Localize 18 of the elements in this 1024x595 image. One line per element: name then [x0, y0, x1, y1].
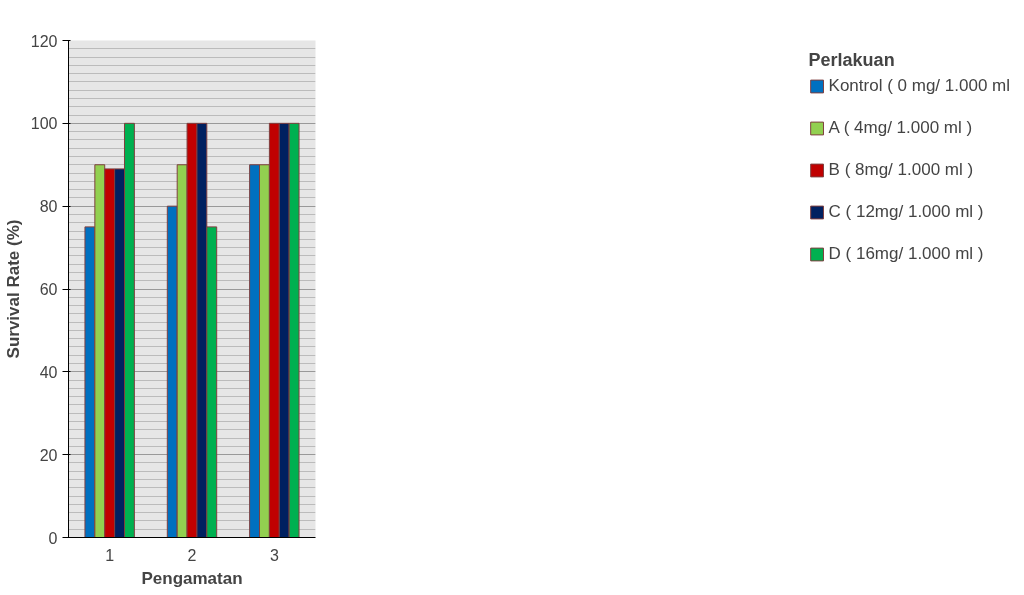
y-axis-title: Survival Rate (%)	[3, 219, 23, 359]
x-tick-label: 3	[269, 546, 279, 564]
x-tick-label: 1	[105, 546, 115, 564]
y-tick-label: 120	[30, 32, 58, 50]
y-tick-label: 20	[39, 446, 58, 464]
x-tick-label: 2	[187, 546, 197, 564]
y-tick-label: 40	[39, 363, 58, 381]
legend-label: C ( 12mg/ 1.000 ml )	[828, 202, 984, 222]
x-axis-title: Pengamatan	[141, 568, 243, 588]
legend-label: B ( 8mg/ 1.000 ml )	[828, 160, 974, 180]
y-tick-label: 0	[48, 529, 58, 547]
legend-label: Kontrol ( 0 mg/ 1.000 ml	[828, 76, 1010, 96]
y-tick-label: 80	[39, 198, 58, 216]
legend-label: D ( 16mg/ 1.000 ml )	[828, 244, 984, 264]
legend-title: Perlakuan	[808, 50, 896, 71]
legend-label: A ( 4mg/ 1.000 ml )	[828, 118, 973, 138]
y-tick-label: 60	[39, 281, 58, 298]
y-tick-label: 100	[30, 115, 58, 133]
